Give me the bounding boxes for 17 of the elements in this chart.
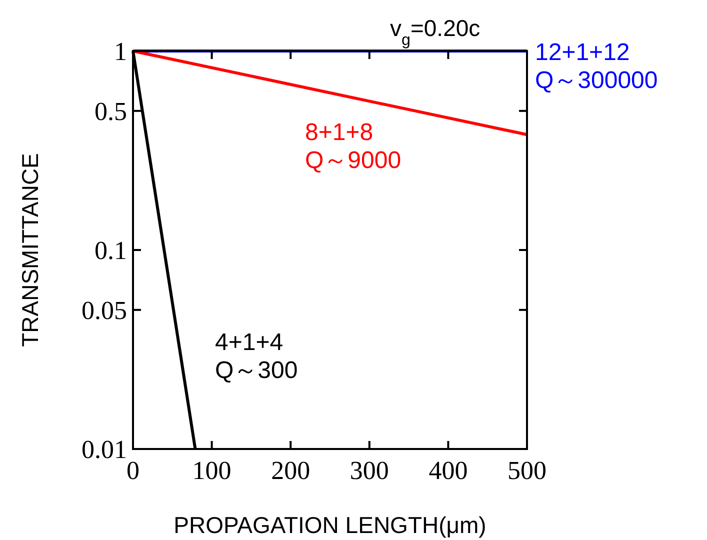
x-tick-label: 100 — [192, 456, 232, 485]
y-tick-label: 1 — [114, 37, 127, 66]
text: v$_{g}$=0.20c — [390, 15, 480, 49]
series-label: 4+1+4 Q～300 — [215, 329, 298, 384]
y-tick-label: 0.05 — [82, 296, 127, 325]
x-tick-label: 400 — [428, 456, 468, 485]
x-tick-label: 200 — [271, 456, 310, 485]
y-tick-label: 0.5 — [94, 96, 127, 126]
x-tick-label: 300 — [350, 456, 389, 485]
y-tick-label: 0.1 — [94, 236, 127, 265]
x-tick-label: 500 — [508, 456, 546, 485]
x-axis-title: PROPAGATION LENGTH(μm) — [174, 512, 486, 538]
series-label: 8+1+8 Q～9000 — [305, 119, 402, 174]
y-tick-label: 0.01 — [82, 435, 127, 464]
series-label: 12+1+12 Q～300000 — [535, 39, 658, 94]
x-tick-label: 0 — [126, 456, 140, 485]
y-axis-title: TRANSMITTANCE — [17, 153, 43, 347]
